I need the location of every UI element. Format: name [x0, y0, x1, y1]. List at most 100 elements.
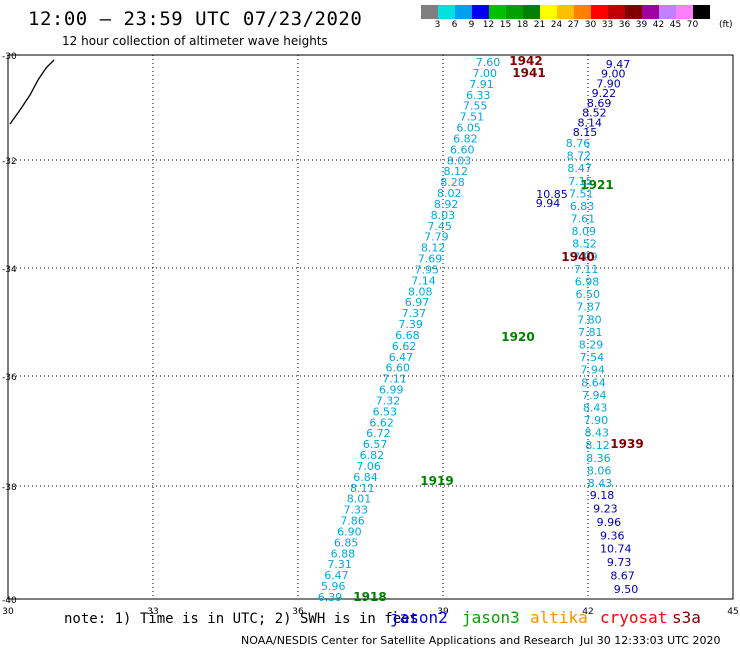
pass-time-label: 1921	[580, 178, 613, 192]
wave-height-value-jason3: 8.43	[588, 477, 613, 490]
color-swatch	[540, 5, 557, 19]
wave-height-value-jason2: 7.95	[414, 263, 439, 276]
wave-height-value-jason2: 8.03	[447, 154, 472, 167]
pass-time-label: 1939	[610, 437, 643, 451]
color-swatch	[676, 5, 693, 19]
wave-height-value-jason2: 7.45	[427, 220, 452, 233]
wave-height-value-jason2: 6.62	[392, 340, 417, 353]
color-swatch	[472, 5, 489, 19]
color-scale-bar	[421, 5, 710, 19]
wave-height-value-blue: 9.36	[600, 529, 625, 542]
wave-height-value-jason2: 6.97	[405, 296, 430, 309]
wave-height-value-jason3: 7.90	[584, 414, 609, 427]
wave-height-value-blue: 8.52	[582, 107, 607, 120]
wave-height-value-jason2: 8.11	[350, 482, 375, 495]
footer-timestamp: Jul 30 12:33:03 UTC 2020	[580, 634, 721, 647]
color-swatch	[642, 5, 659, 19]
wave-height-value-jason3: 7.81	[578, 326, 603, 339]
wave-height-value-jason2: 7.06	[356, 460, 381, 473]
lon-tick-label: 39	[437, 607, 449, 617]
wave-height-value-jason2: 7.86	[340, 515, 365, 528]
color-scale-label: 3	[434, 20, 441, 30]
wave-height-value-jason3: 8.64	[581, 376, 606, 389]
wave-height-value-jason2: 6.82	[453, 132, 478, 145]
wave-height-value-jason2: 7.37	[402, 307, 427, 320]
wave-height-value-jason3: 7.94	[580, 364, 605, 377]
wave-height-value-jason2: 6.62	[369, 416, 394, 429]
wave-height-value-blue: 9.96	[597, 516, 622, 529]
lat-tick-label: -34	[2, 265, 17, 275]
wave-height-value-jason2: 6.99	[379, 384, 404, 397]
pass-time-label: 1920	[501, 330, 534, 344]
footer-note: note: 1) Time is in UTC; 2) SWH is in fe…	[64, 611, 419, 627]
wave-height-value-jason2: 7.60	[476, 56, 501, 69]
color-swatch	[455, 5, 472, 19]
satellite-legend-altika: altika	[530, 608, 588, 627]
color-scale-label: 27	[567, 20, 580, 30]
color-swatch	[523, 5, 540, 19]
color-scale-label: 45	[669, 20, 682, 30]
satellite-legend-jason3: jason3	[462, 608, 520, 627]
wave-height-value-jason3: 8.09	[571, 225, 596, 238]
wave-height-value-jason2: 6.60	[385, 362, 410, 375]
color-swatch	[659, 5, 676, 19]
wave-height-value-jason2: 7.55	[463, 100, 488, 113]
wave-height-value-blue: 9.94	[536, 197, 561, 210]
wave-height-value-jason2: 6.05	[456, 122, 481, 135]
wave-height-value-jason2: 7.32	[376, 394, 401, 407]
wave-height-value-jason2: 7.33	[344, 504, 369, 517]
wave-height-value-blue: 9.00	[601, 68, 626, 81]
wave-height-value-jason2: 7.51	[460, 111, 485, 124]
lon-tick-label: 30	[2, 607, 14, 617]
wave-height-value-jason3: 7.15	[568, 175, 593, 188]
wave-height-value-blue: 8.67	[610, 570, 635, 583]
color-swatch	[557, 5, 574, 19]
lat-tick-label: -32	[2, 157, 17, 167]
color-scale-label: 9	[468, 20, 475, 30]
lat-tick-label: -40	[2, 596, 17, 606]
color-scale-label: 36	[618, 20, 631, 30]
color-swatch	[693, 5, 710, 19]
wave-height-value-jason3: 7.94	[582, 389, 607, 402]
color-scale-label: 24	[550, 20, 563, 30]
wave-height-value-jason3: 6.83	[570, 200, 595, 213]
color-scale-label: 33	[601, 20, 614, 30]
map-title: 12:00 – 23:59 UTC 07/23/2020	[28, 8, 363, 30]
wave-height-value-jason2: 6.57	[363, 438, 388, 451]
wave-height-value-jason2: 8.01	[347, 493, 372, 506]
wave-height-value-jason3: 8.52	[572, 238, 597, 251]
wave-height-value-jason3: 7.11	[574, 263, 599, 276]
wave-height-value-jason2: 8.03	[431, 209, 456, 222]
wave-height-value-jason3: 8.43	[583, 401, 608, 414]
lon-tick-label: 42	[582, 607, 593, 617]
pass-time-label: 1940	[561, 250, 594, 264]
wave-height-value-jason2: 8.12	[444, 165, 469, 178]
map-subtitle: 12 hour collection of altimeter wave hei…	[62, 34, 328, 48]
wave-height-value-blue: 10.74	[600, 543, 632, 556]
wave-height-value-jason3: 8.36	[586, 452, 611, 465]
color-swatch	[574, 5, 591, 19]
color-swatch	[489, 5, 506, 19]
color-scale-label: 30	[584, 20, 597, 30]
wave-height-value-blue: 8.69	[587, 97, 612, 110]
satellite-legend-s3a: s3a	[672, 608, 701, 627]
wave-height-value-jason3: 7.87	[576, 301, 601, 314]
color-scale-label: 6	[451, 20, 458, 30]
wave-height-value-jason2: 8.08	[408, 285, 433, 298]
wave-height-value-jason3: 8.29	[579, 338, 604, 351]
wave-height-value-jason3: 6.50	[576, 288, 601, 301]
wave-height-value-jason2: 6.68	[395, 329, 420, 342]
wave-height-value-jason3: 8.72	[567, 150, 592, 163]
coastline	[9, 59, 55, 125]
wave-height-value-jason2: 6.47	[324, 569, 349, 582]
lon-tick-label: 33	[147, 607, 158, 617]
color-swatch	[625, 5, 642, 19]
wave-height-value-jason2: 6.60	[450, 143, 475, 156]
wave-height-value-jason3: 6.98	[575, 276, 600, 289]
pass-time-label: 1942	[509, 54, 542, 68]
wave-height-value-blue: 8.14	[577, 116, 602, 129]
wave-height-value-blue: 10.85	[536, 188, 568, 201]
wave-height-value-blue: 9.18	[590, 489, 615, 502]
wave-height-value-jason2: 8.12	[421, 242, 446, 255]
